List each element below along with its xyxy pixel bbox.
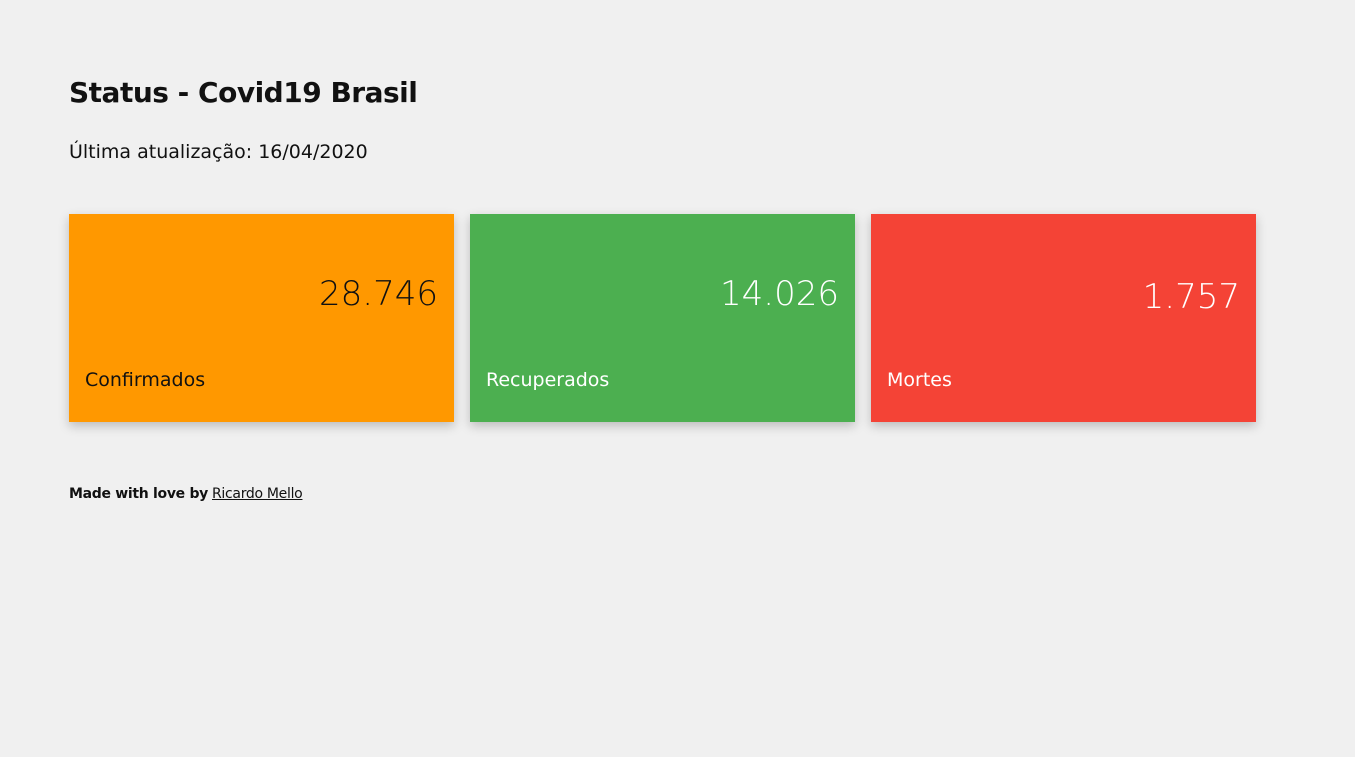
stat-label: Confirmados xyxy=(85,369,206,391)
author-link[interactable]: Ricardo Mello xyxy=(212,486,303,502)
footer: Made with love by Ricardo Mello xyxy=(69,486,303,502)
card-row: 28.746 Confirmados 14.026 Recuperados 1.… xyxy=(69,214,1256,422)
stat-label: Recuperados xyxy=(486,369,610,391)
footer-text: Made with love by xyxy=(69,486,208,502)
stat-card: 1.757 Mortes xyxy=(871,214,1256,422)
stat-label: Mortes xyxy=(887,369,952,391)
stat-value: 1.757 xyxy=(1142,277,1240,317)
stat-value: 14.026 xyxy=(720,274,839,314)
stat-card: 14.026 Recuperados xyxy=(470,214,855,422)
page-title: Status - Covid19 Brasil xyxy=(69,76,418,109)
stat-card: 28.746 Confirmados xyxy=(69,214,454,422)
last-update: Última atualização: 16/04/2020 xyxy=(69,141,368,163)
stat-value: 28.746 xyxy=(319,274,438,314)
